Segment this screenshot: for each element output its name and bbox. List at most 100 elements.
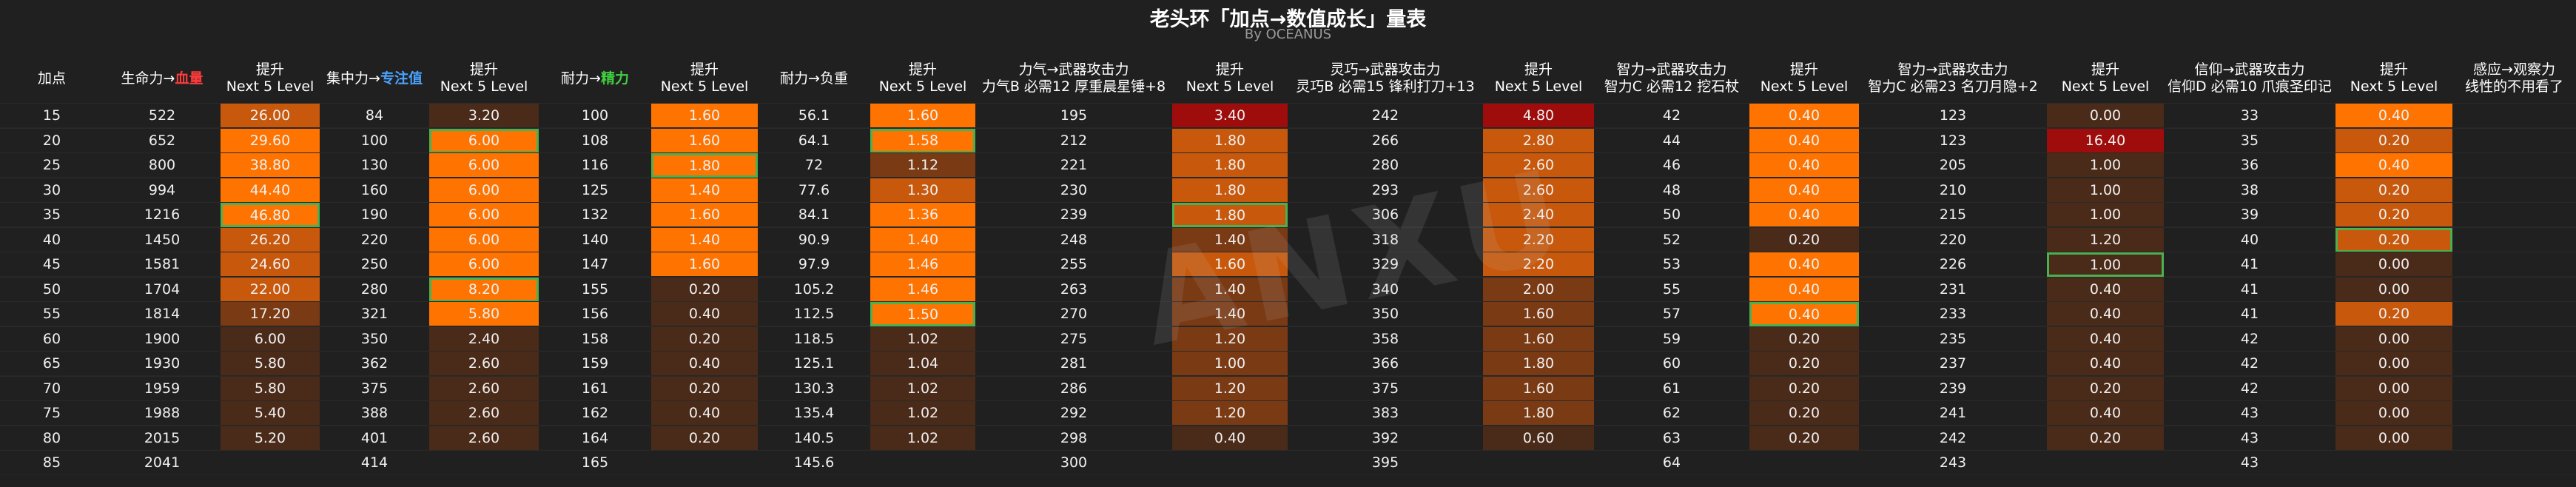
column-header-17: 信仰→武器攻击力 信仰D 必需10 爪痕圣印记 <box>2164 53 2335 104</box>
value-cell: 280 <box>320 278 429 302</box>
increment-cell: 0.40 <box>2047 352 2164 376</box>
column-header-4: 提升 Next 5 Level <box>429 53 539 104</box>
increment-cell: 1.46 <box>870 277 975 302</box>
value-cell <box>2452 104 2576 128</box>
value-cell: 215 <box>1859 203 2047 227</box>
value-cell: 38 <box>2164 178 2335 203</box>
value-cell: 41 <box>2164 302 2335 326</box>
header-line: 力气B 必需12 厚重晨星锤+8 <box>981 78 1166 95</box>
increment-cell: 6.00 <box>429 178 539 203</box>
header-line: 智力C 必需12 挖石杖 <box>1604 78 1740 95</box>
value-cell: 306 <box>1288 203 1483 227</box>
value-cell: 375 <box>320 377 429 401</box>
header-line: 灵巧B 必需15 锋利打刀+13 <box>1296 78 1475 95</box>
increment-cell: 0.40 <box>1749 252 1859 277</box>
increment-cell: 1.40 <box>1172 227 1288 252</box>
value-cell: 30 <box>0 178 104 203</box>
value-cell: 286 <box>975 377 1172 401</box>
increment-cell: 2.60 <box>429 401 539 426</box>
value-cell: 220 <box>320 228 429 252</box>
increment-cell: 1.80 <box>1483 401 1594 426</box>
increment-cell: 6.00 <box>429 252 539 277</box>
value-cell: 190 <box>320 203 429 227</box>
increment-cell: 2.20 <box>1483 252 1594 277</box>
value-cell: 42 <box>1594 104 1749 128</box>
increment-cell: 6.00 <box>221 326 320 352</box>
value-cell: 350 <box>320 327 429 352</box>
increment-cell: 1.40 <box>651 178 758 203</box>
value-cell: 55 <box>0 302 104 326</box>
value-cell: 61 <box>1594 377 1749 401</box>
increment-cell: 46.80 <box>221 203 320 227</box>
increment-cell: 0.20 <box>651 277 758 302</box>
increment-cell: 0.20 <box>1749 326 1859 352</box>
row-divider <box>0 351 2576 352</box>
value-cell: 20 <box>0 129 104 153</box>
header-line: Next 5 Level <box>1760 78 1849 95</box>
value-cell: 293 <box>1288 178 1483 203</box>
header-line: Next 5 Level <box>660 78 749 95</box>
value-cell: 45 <box>0 252 104 277</box>
increment-cell: 1.12 <box>870 153 975 178</box>
increment-cell: 2.60 <box>1483 178 1594 203</box>
increment-cell: 0.20 <box>1749 401 1859 426</box>
header-text: 集中力→ <box>326 70 380 87</box>
increment-cell: 0.20 <box>1749 426 1859 451</box>
value-cell <box>2452 228 2576 252</box>
increment-cell: 5.20 <box>221 426 320 451</box>
value-cell: 125 <box>539 178 651 203</box>
increment-cell: 1.60 <box>1483 376 1594 401</box>
header-line: 提升 <box>2379 61 2408 78</box>
value-cell: 395 <box>1288 451 1483 475</box>
increment-cell: 2.80 <box>1483 128 1594 153</box>
value-cell: 46 <box>1594 153 1749 178</box>
value-cell: 1814 <box>104 302 221 326</box>
header-line: Next 5 Level <box>226 78 315 95</box>
header-line: 信仰D 必需10 爪痕圣印记 <box>2168 78 2332 95</box>
header-line: 加点 <box>37 70 66 87</box>
value-cell: 70 <box>0 377 104 401</box>
header-text: 血量 <box>175 70 204 87</box>
increment-cell: 0.40 <box>2047 401 2164 426</box>
value-cell: 350 <box>1288 302 1483 326</box>
value-cell: 383 <box>1288 401 1483 426</box>
header-line: 提升 <box>1524 61 1553 78</box>
increment-cell: 0.20 <box>2335 203 2452 227</box>
increment-cell: 0.60 <box>1483 426 1594 451</box>
increment-cell: 4.80 <box>1483 104 1594 128</box>
row-divider <box>0 226 2576 228</box>
increment-cell: 0.20 <box>2047 376 2164 401</box>
column-header-15: 智力→武器攻击力 智力C 必需23 名刀月隐+2 <box>1859 53 2047 104</box>
row-divider <box>0 202 2576 203</box>
increment-cell: 0.20 <box>1749 352 1859 376</box>
value-cell: 43 <box>2164 451 2335 475</box>
value-cell: 36 <box>2164 153 2335 178</box>
increment-cell <box>2047 451 2164 475</box>
row-divider <box>0 326 2576 327</box>
increment-cell: 2.60 <box>1483 153 1594 178</box>
increment-cell: 3.20 <box>429 104 539 128</box>
increment-cell: 38.80 <box>221 153 320 178</box>
increment-cell: 1.20 <box>1172 401 1288 426</box>
increment-cell: 0.20 <box>2335 128 2452 153</box>
row-divider <box>0 400 2576 401</box>
increment-cell: 1.80 <box>1483 352 1594 376</box>
header-line: Next 5 Level <box>1186 78 1274 95</box>
value-cell: 366 <box>1288 352 1483 376</box>
increment-cell: 1.30 <box>870 178 975 203</box>
value-cell: 231 <box>1859 278 2047 302</box>
increment-cell: 1.80 <box>1172 178 1288 203</box>
value-cell: 994 <box>104 178 221 203</box>
value-cell: 140 <box>539 228 651 252</box>
column-header-10: 提升 Next 5 Level <box>1172 53 1288 104</box>
value-cell: 156 <box>539 302 651 326</box>
increment-cell: 1.02 <box>870 326 975 352</box>
value-cell: 239 <box>1859 377 2047 401</box>
value-cell: 388 <box>320 401 429 426</box>
column-header-0: 加点 <box>0 53 104 104</box>
column-header-5: 耐力→精力 <box>539 53 651 104</box>
increment-cell: 0.20 <box>651 426 758 451</box>
value-cell: 123 <box>1859 129 2047 153</box>
value-cell: 205 <box>1859 153 2047 178</box>
value-cell <box>2452 252 2576 277</box>
